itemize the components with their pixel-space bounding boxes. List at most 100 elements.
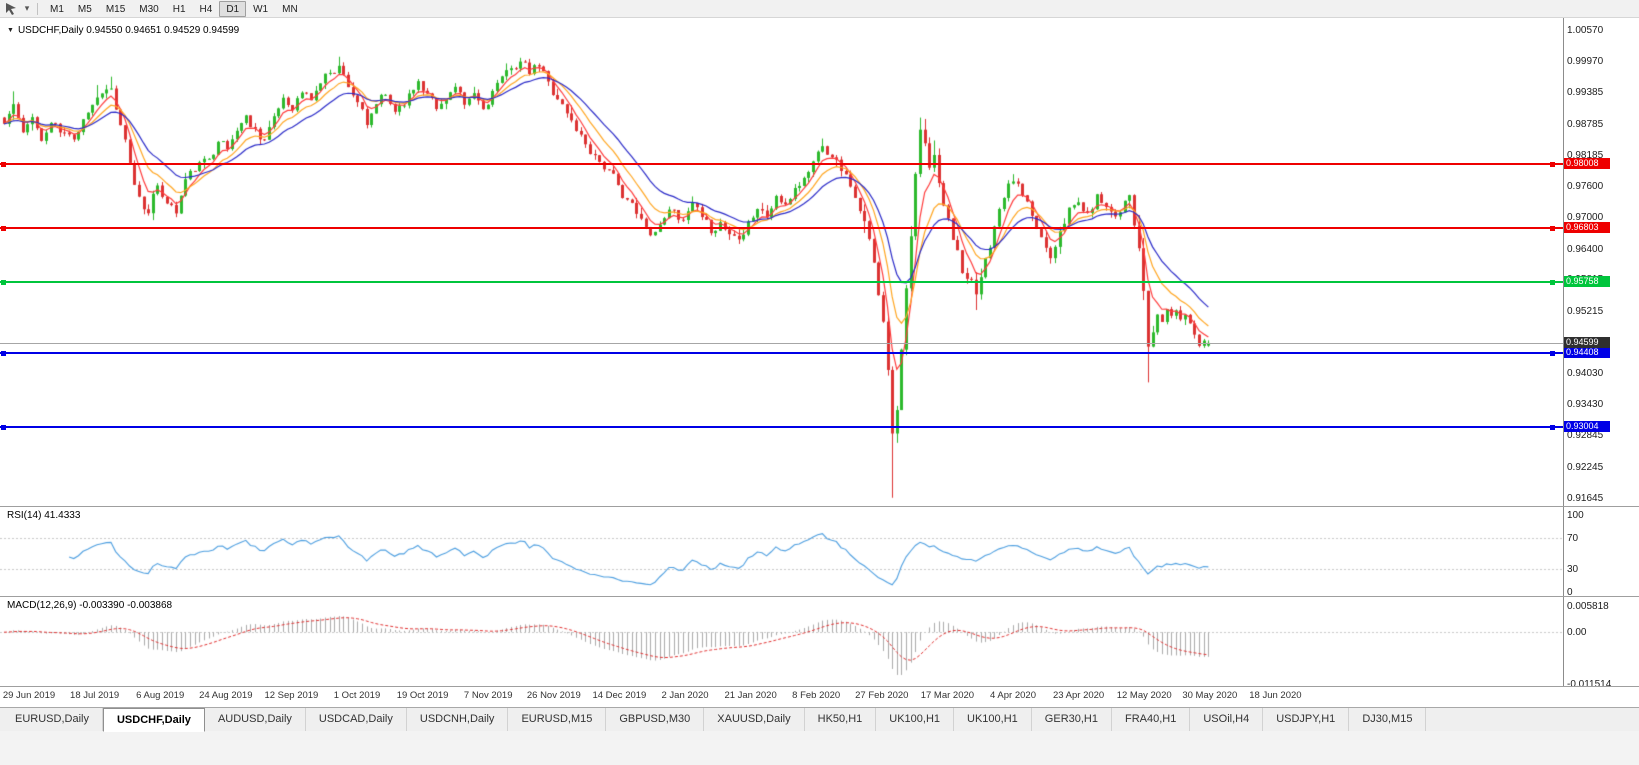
date-axis-label: 14 Dec 2019 [592, 690, 647, 701]
ohlc-text: USDCHF,Daily 0.94550 0.94651 0.94529 0.9… [17, 25, 240, 36]
timeframe-button-h1[interactable]: H1 [172, 3, 186, 15]
tab-ger30-h1[interactable]: GER30,H1 [1032, 708, 1112, 731]
level-handle-left[interactable] [1, 226, 6, 231]
level-price-tag: 0.96803 [1564, 222, 1610, 233]
tab-eurusd-daily[interactable]: EURUSD,Daily [2, 708, 103, 731]
level-handle-left[interactable] [1, 162, 6, 167]
rsi-axis-tick: 100 [1567, 510, 1584, 521]
date-axis-label: 23 Apr 2020 [1052, 690, 1105, 701]
level-handle-left[interactable] [1, 425, 6, 430]
price-axis-tick: 0.97000 [1567, 212, 1604, 224]
rsi-axis-tick: 0 [1567, 587, 1573, 598]
timeframe-button-m15[interactable]: M15 [105, 3, 126, 15]
price-axis-tick: 0.96400 [1567, 243, 1604, 255]
level-handle-right[interactable] [1550, 280, 1555, 285]
price-axis-tick: 0.98185 [1567, 150, 1604, 162]
level-price-tag: 0.95758 [1564, 276, 1610, 287]
level-handle-right[interactable] [1550, 226, 1555, 231]
price-axis-tick: 0.92245 [1567, 461, 1604, 473]
date-axis-label: 8 Feb 2020 [792, 690, 841, 701]
date-axis-label: 12 Sep 2019 [264, 690, 319, 701]
level-price-tag: 0.98008 [1564, 158, 1610, 169]
level-line-0-96803[interactable] [0, 227, 1563, 229]
tab-usdjpy-h1[interactable]: USDJPY,H1 [1263, 708, 1350, 731]
tab-uk100-h1[interactable]: UK100,H1 [876, 708, 955, 731]
macd-axis-tick: 0.00 [1567, 627, 1587, 639]
price-axis-tick: 0.91645 [1567, 493, 1604, 504]
price-axis-tick: 0.98785 [1567, 118, 1604, 130]
timeframe-button-h4[interactable]: H4 [199, 3, 213, 15]
date-axis-label: 24 Aug 2019 [199, 690, 253, 701]
chart-tab-bar: EURUSD,Daily USDCHF,Daily AUDUSD,Daily USDC… [0, 707, 1639, 732]
rsi-axis-tick: 70 [1567, 533, 1579, 545]
macd-axis-tick: 0.005818 [1567, 601, 1609, 612]
timeframe-button-d1[interactable]: D1 [219, 0, 247, 17]
price-axis-tick: 0.95215 [1567, 305, 1604, 317]
bottom-strip [0, 731, 1639, 765]
level-price-tag: 0.93004 [1564, 421, 1610, 432]
timeframe-toolbar: ▾ M1 M5 M15 M30 H1 H4 D1 W1 MN [0, 0, 1639, 18]
tab-usoil-h4[interactable]: USOil,H4 [1190, 708, 1264, 731]
tab-audusd-daily[interactable]: AUDUSD,Daily [205, 708, 306, 731]
tab-hk50-h1[interactable]: HK50,H1 [805, 708, 877, 731]
date-axis-label: 1 Oct 2019 [333, 690, 381, 701]
timeframe-button-m30[interactable]: M30 [139, 3, 159, 15]
tab-uk100-h1[interactable]: UK100,H1 [954, 708, 1032, 731]
tab-dj30-m15[interactable]: DJ30,M15 [1349, 708, 1427, 731]
date-axis-label: 29 Jun 2019 [2, 690, 56, 701]
level-price-tag: 0.94408 [1564, 347, 1610, 358]
level-line-0-94408[interactable] [0, 352, 1563, 354]
rsi-indicator-label: RSI(14) 41.4333 [7, 510, 81, 521]
macd-axis-tick: -0.011514 [1567, 679, 1612, 690]
date-axis-label: 12 May 2020 [1116, 690, 1172, 701]
price-axis-tick: 0.92845 [1567, 430, 1604, 442]
tab-fra40-h1[interactable]: FRA40,H1 [1112, 708, 1191, 731]
tab-usdcad-daily[interactable]: USDCAD,Daily [306, 708, 407, 731]
level-line-0-95758[interactable] [0, 281, 1563, 283]
price-axis-tick: 0.99385 [1567, 87, 1604, 99]
date-axis-label: 7 Nov 2019 [463, 690, 513, 701]
date-axis-separator [0, 686, 1639, 687]
macd-panel-splitter[interactable] [0, 596, 1639, 597]
rsi-axis-tick: 30 [1567, 563, 1579, 575]
price-axis-tick: 0.99970 [1567, 56, 1604, 68]
chart-ohlc-title: ▼ USDCHF,Daily 0.94550 0.94651 0.94529 0… [7, 25, 239, 36]
price-axis-separator [1563, 18, 1564, 686]
tab-usdcnh-daily[interactable]: USDCNH,Daily [407, 708, 509, 731]
chevron-down-icon[interactable]: ▾ [24, 3, 30, 13]
timeframe-button-m5[interactable]: M5 [77, 3, 92, 15]
date-axis-label: 19 Oct 2019 [396, 690, 449, 701]
current-price-line [0, 343, 1563, 344]
rsi-panel-splitter[interactable] [0, 506, 1639, 507]
level-line-0-98008[interactable] [0, 163, 1563, 165]
level-handle-left[interactable] [1, 351, 6, 356]
date-axis-label: 30 May 2020 [1182, 690, 1238, 701]
level-handle-left[interactable] [1, 280, 6, 285]
date-axis-label: 21 Jan 2020 [724, 690, 777, 701]
timeframe-button-w1[interactable]: W1 [253, 3, 269, 15]
cursor-icon[interactable] [3, 1, 19, 16]
tab-eurusd-m15[interactable]: EURUSD,M15 [508, 708, 607, 731]
macd-indicator-label: MACD(12,26,9) -0.003390 -0.003868 [7, 600, 173, 611]
date-axis-label: 4 Apr 2020 [990, 690, 1036, 701]
date-axis-label: 6 Aug 2019 [136, 690, 185, 701]
date-axis-label: 27 Feb 2020 [855, 690, 909, 701]
level-handle-right[interactable] [1550, 351, 1555, 356]
tab-xauusd-daily[interactable]: XAUUSD,Daily [704, 708, 805, 731]
date-axis-label: 18 Jul 2019 [70, 690, 120, 701]
price-axis-tick: 0.93430 [1567, 399, 1604, 411]
date-axis-label: 18 Jun 2020 [1249, 690, 1302, 701]
tab-usdchf-daily[interactable]: USDCHF,Daily [102, 708, 205, 732]
timeframe-buttons: M1 M5 M15 M30 H1 H4 D1 W1 MN [43, 0, 305, 17]
timeframe-button-m1[interactable]: M1 [50, 3, 64, 15]
timeframe-button-mn[interactable]: MN [282, 3, 298, 15]
date-axis-label: 2 Jan 2020 [661, 690, 709, 701]
symbol-menu-icon[interactable]: ▼ [7, 27, 14, 34]
level-handle-right[interactable] [1550, 162, 1555, 167]
level-line-0-93004[interactable] [0, 426, 1563, 428]
tab-gbpusd-m30[interactable]: GBPUSD,M30 [606, 708, 705, 731]
level-handle-right[interactable] [1550, 425, 1555, 430]
